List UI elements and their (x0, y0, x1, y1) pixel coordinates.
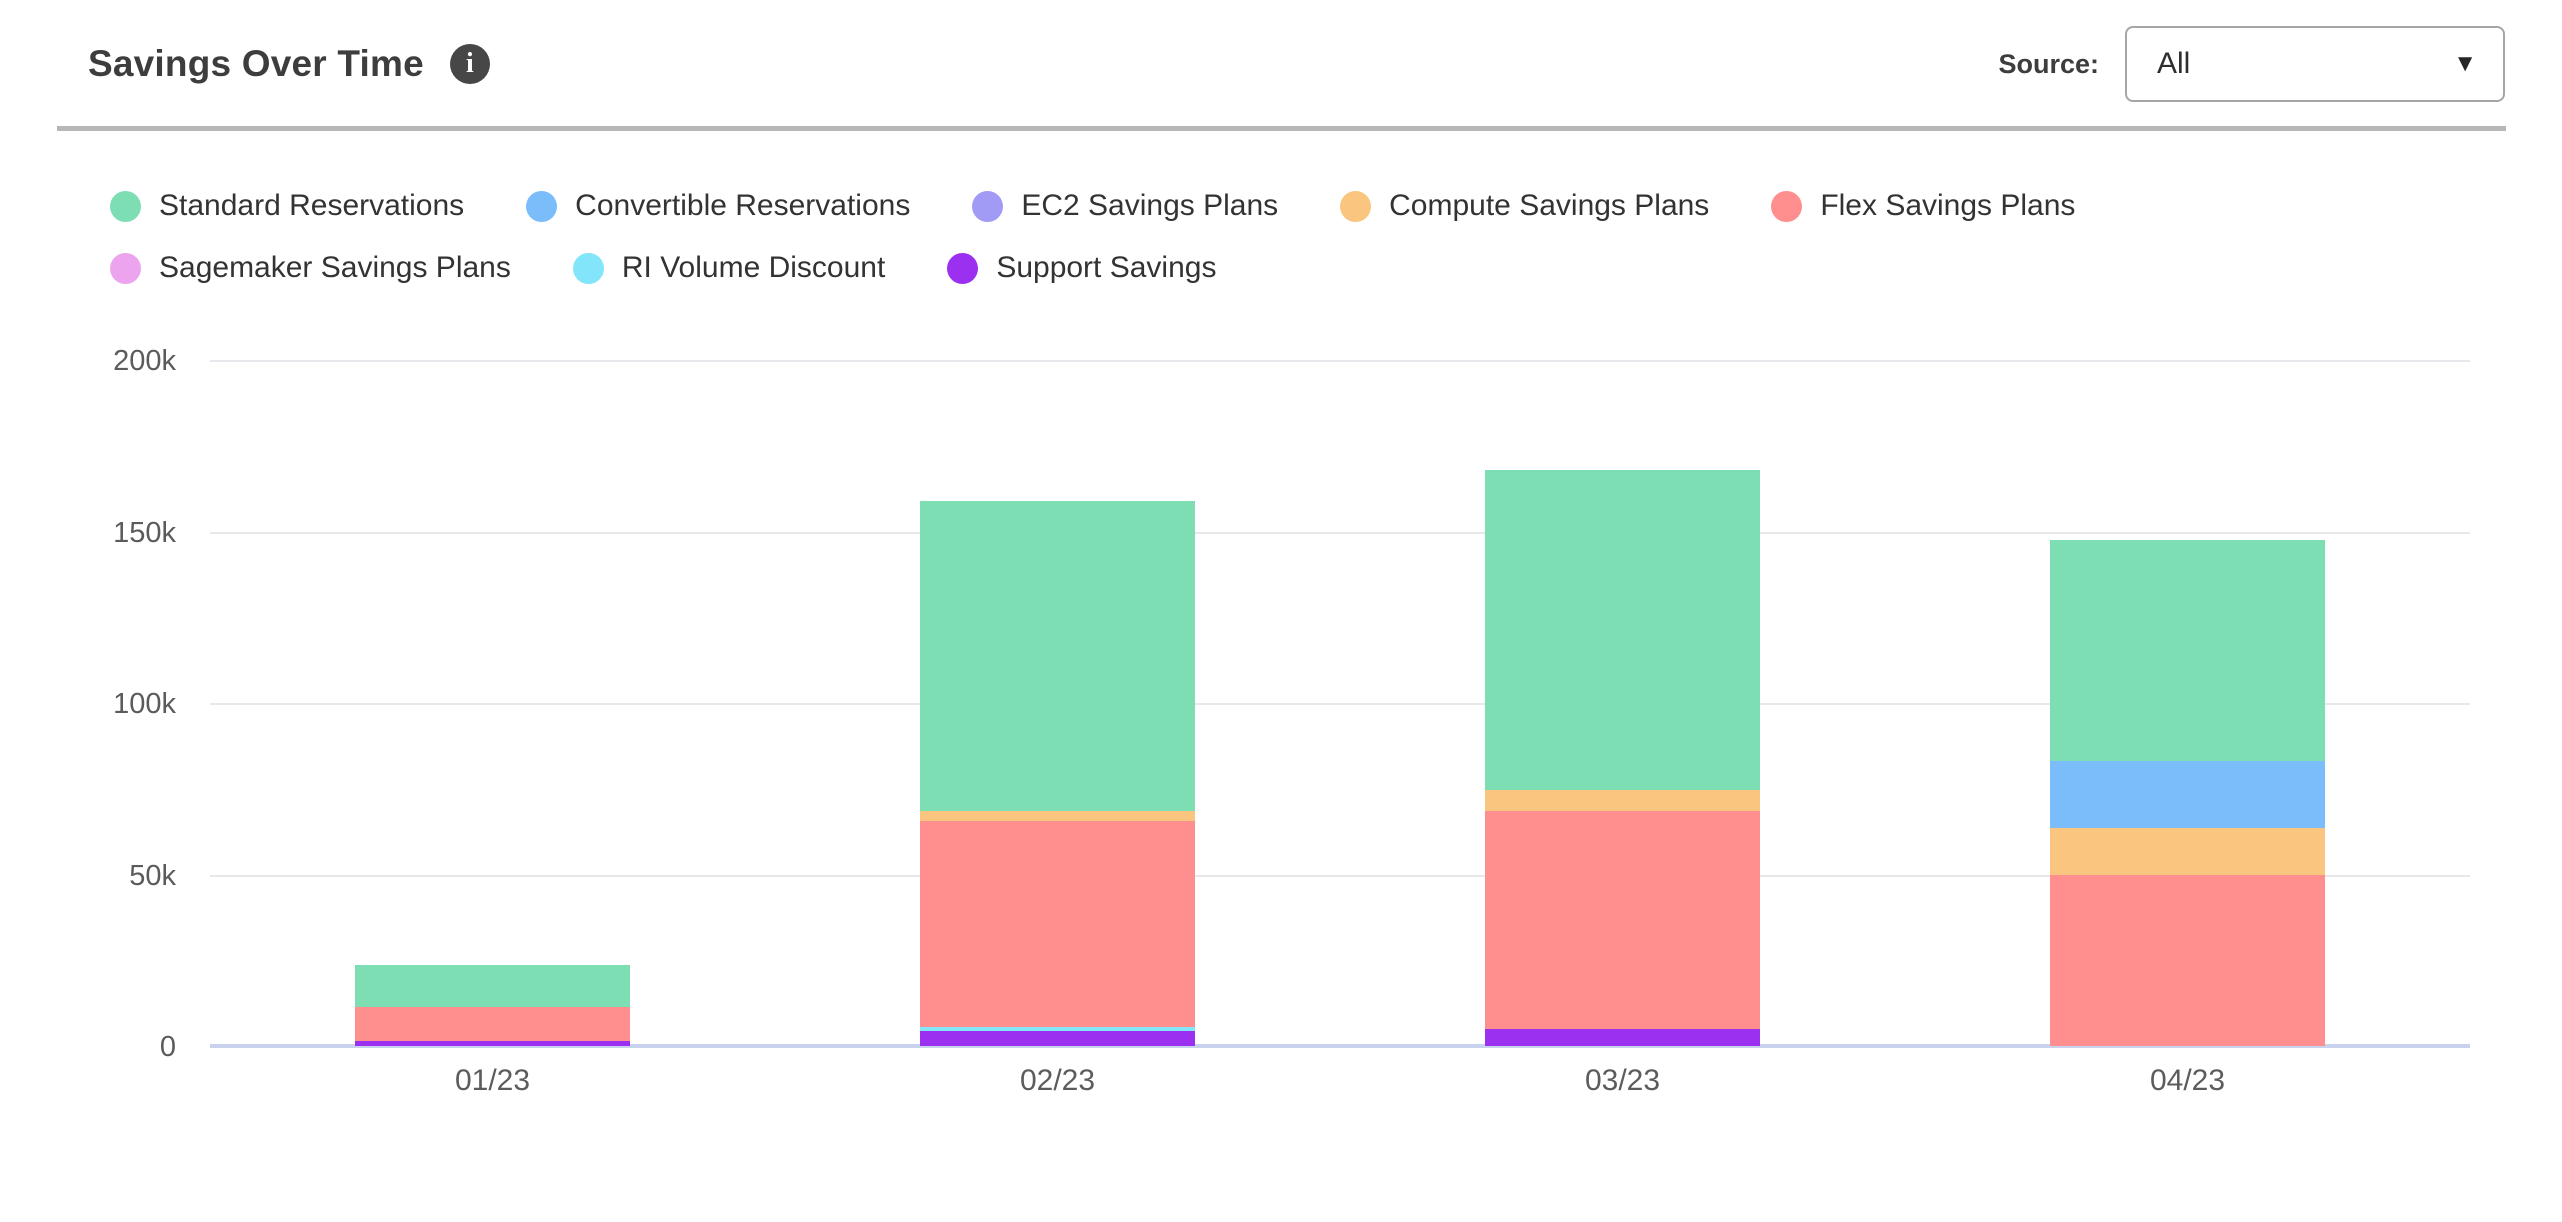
legend-item-label: Convertible Reservations (575, 189, 911, 222)
bar-segment[interactable] (920, 500, 1195, 812)
bar-segment[interactable] (1485, 1028, 1760, 1046)
bar-group (1340, 360, 1905, 1046)
legend-item[interactable]: Standard Reservations (110, 183, 464, 229)
legend-item[interactable]: Support Savings (947, 245, 1216, 291)
bar-group (1905, 360, 2470, 1046)
bar-segment[interactable] (920, 821, 1195, 1028)
y-axis-tick-label: 200k (113, 345, 176, 377)
bar-segment[interactable] (920, 1027, 1195, 1031)
gridline (210, 703, 2470, 705)
legend-dot-icon (110, 252, 141, 284)
source-filter: Source: All ▼ (1998, 26, 2505, 102)
legend-dot-icon (572, 252, 604, 284)
legend-dot-icon (110, 190, 141, 222)
bar-segment[interactable] (355, 965, 630, 1007)
legend-item[interactable]: Flex Savings Plans (1771, 183, 2075, 229)
legend-item[interactable]: Sagemaker Savings Plans (110, 245, 511, 291)
stacked-bar (1485, 469, 1760, 1046)
legend: Standard Reservations Convertible Reserva… (110, 183, 2210, 291)
legend-dot-icon (947, 252, 979, 284)
gridline (210, 531, 2470, 534)
bar-group (775, 360, 1340, 1046)
bar-segment[interactable] (2050, 761, 2325, 829)
legend-item[interactable]: RI Volume Discount (572, 245, 886, 291)
y-axis-tick-label: 150k (113, 516, 176, 549)
y-axis-tick-label: 100k (113, 688, 176, 720)
bar-segment[interactable] (1485, 790, 1760, 812)
legend-item-label: Support Savings (996, 251, 1217, 284)
bar-segment[interactable] (2050, 874, 2325, 1046)
stacked-bar (2050, 540, 2325, 1046)
plot-area: 200k 150k 100k 50k 0 01/23 02/23 03/23 04/23 (113, 345, 2470, 1097)
legend-item-label: EC2 Savings Plans (1021, 189, 1279, 222)
legend-item-label: Sagemaker Savings Plans (159, 251, 511, 284)
x-axis-tick-label: 02/23 (1019, 1064, 1096, 1097)
legend-item-label: Compute Savings Plans (1389, 189, 1710, 222)
header-divider (57, 126, 2506, 131)
x-axis-tick-label: 01/23 (454, 1064, 531, 1097)
stacked-bar (920, 500, 1195, 1046)
bar-segment[interactable] (920, 1030, 1195, 1046)
legend-dot-icon (526, 190, 558, 222)
chart-header: Savings Over Time i Source: All ▼ (0, 0, 2562, 128)
source-label: Source: (1998, 48, 2099, 79)
bar-segment[interactable] (1485, 469, 1760, 791)
stacked-bar (355, 965, 630, 1046)
chevron-down-icon: ▼ (2453, 50, 2477, 77)
legend-dot-icon (972, 190, 1004, 222)
legend-item-label: Flex Savings Plans (1820, 189, 2076, 222)
legend-item[interactable]: Compute Savings Plans (1340, 183, 1709, 229)
legend-item[interactable]: EC2 Savings Plans (972, 183, 1278, 229)
bar-segment[interactable] (2050, 540, 2325, 762)
source-dropdown-value: All (2157, 47, 2191, 80)
bar-segment[interactable] (1485, 811, 1760, 1029)
y-axis-tick-label: 50k (129, 859, 176, 892)
legend-item-label: Standard Reservations (159, 189, 465, 222)
bar-segment[interactable] (920, 811, 1195, 822)
page-title: Savings Over Time (88, 43, 424, 84)
legend-dot-icon (1340, 190, 1372, 222)
gridline (210, 874, 2470, 877)
bar-segment[interactable] (355, 1006, 630, 1041)
gridline (210, 360, 2470, 362)
info-icon[interactable]: i (449, 44, 490, 84)
source-dropdown[interactable]: All ▼ (2125, 26, 2505, 102)
legend-dot-icon (1771, 190, 1803, 222)
bar-segment[interactable] (2050, 828, 2325, 875)
legend-item[interactable]: Convertible Reservations (526, 183, 910, 229)
bar-segment[interactable] (355, 1040, 630, 1046)
x-axis-tick-label: 04/23 (2149, 1064, 2226, 1097)
header-title-group: Savings Over Time i (88, 43, 490, 85)
bar-group (210, 360, 775, 1046)
y-axis-tick-label: 0 (159, 1031, 176, 1063)
legend-item-label: RI Volume Discount (621, 251, 886, 284)
x-axis-baseline (210, 1044, 2470, 1048)
x-axis-tick-label: 03/23 (1584, 1064, 1661, 1097)
